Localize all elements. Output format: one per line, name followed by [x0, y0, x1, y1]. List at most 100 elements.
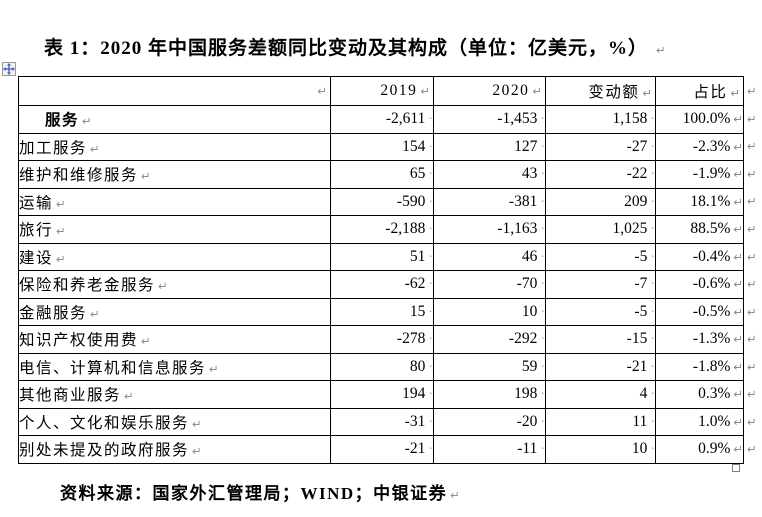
row-label-cell[interactable]: 别处未提及的政府服务 ↵	[18, 435, 331, 464]
row-label-cell[interactable]: 知识产权使用费 ↵	[18, 325, 331, 354]
value-change-cell[interactable]: 10 ·	[545, 435, 656, 464]
cell-value: 1,025	[612, 220, 648, 238]
value-2020-cell[interactable]: 59 ·	[433, 352, 546, 381]
paragraph-mark-icon: ↵	[747, 166, 757, 181]
value-share-cell[interactable]: -1.9% ↵	[655, 160, 744, 189]
row-label-cell[interactable]: 服务 ↵	[18, 105, 331, 134]
paragraph-mark-icon: ↵	[733, 194, 743, 209]
value-change-cell[interactable]: 11 ·	[545, 407, 656, 436]
row-label-cell[interactable]: 个人、文化和娱乐服务 ↵	[18, 407, 331, 436]
value-change-cell[interactable]: 1,158 ·	[545, 105, 656, 134]
value-change-cell[interactable]: -15 ·	[545, 325, 656, 354]
space-mark-icon: ·	[650, 112, 655, 128]
page-title[interactable]: 表 1：2020 年中国服务差额同比变动及其构成（单位：亿美元，%） ↵	[44, 33, 666, 60]
cell-value: -27	[626, 137, 648, 155]
value-change-cell[interactable]: 4 ·	[545, 380, 656, 409]
paragraph-mark-icon: ↵	[56, 196, 66, 211]
value-change-cell[interactable]: -27 ·	[545, 132, 656, 161]
space-mark-icon: ·	[428, 387, 433, 403]
value-2019-cell[interactable]: -62 ·	[330, 270, 434, 299]
cell-value: -62	[404, 275, 426, 293]
value-2019-cell[interactable]: -2,188 ·	[330, 215, 434, 244]
cell-value: -0.6%	[692, 275, 731, 293]
value-2019-cell[interactable]: 80 ·	[330, 352, 434, 381]
value-2019-cell[interactable]: -2,611 ·	[330, 105, 434, 134]
value-share-cell[interactable]: -0.5% ↵	[655, 297, 744, 326]
value-2020-cell[interactable]: -70 ·	[433, 270, 546, 299]
column-header[interactable]: 2020 ↵	[433, 76, 546, 106]
row-label-cell[interactable]: 建设 ↵	[18, 242, 331, 271]
cell-value: -11	[517, 440, 538, 458]
column-header[interactable]: 占比 ↵	[655, 76, 744, 106]
row-label-cell[interactable]: 维护和维修服务 ↵	[18, 160, 331, 189]
table-move-handle[interactable]	[2, 62, 16, 76]
value-change-cell[interactable]: -21 ·	[545, 352, 656, 381]
value-2020-cell[interactable]: -292 ·	[433, 325, 546, 354]
value-2020-cell[interactable]: -11 ·	[433, 435, 546, 464]
cell-value: 1.0%	[698, 412, 731, 430]
row-label: 旅行	[19, 222, 54, 240]
value-share-cell[interactable]: 100.0% ↵	[655, 105, 744, 134]
value-2020-cell[interactable]: 43 ·	[433, 160, 546, 189]
row-label-cell[interactable]: 其他商业服务 ↵	[18, 380, 331, 409]
paragraph-mark-icon: ↵	[192, 444, 202, 459]
value-2020-cell[interactable]: -1,163 ·	[433, 215, 546, 244]
table-header-row: ↵ 2019 ↵ 2020 ↵ 变动额 ↵ 占比 ↵	[18, 76, 744, 106]
value-share-cell[interactable]: 88.5% ↵	[655, 215, 744, 244]
value-2020-cell[interactable]: 46 ·	[433, 242, 546, 271]
value-share-cell[interactable]: -0.4% ↵	[655, 242, 744, 271]
space-mark-icon: ·	[650, 249, 655, 265]
value-change-cell[interactable]: -22 ·	[545, 160, 656, 189]
value-2019-cell[interactable]: -21 ·	[330, 435, 434, 464]
table-resize-handle[interactable]	[732, 464, 740, 472]
row-label-cell[interactable]: 运输 ↵	[18, 187, 331, 216]
value-2019-cell[interactable]: 65 ·	[330, 160, 434, 189]
value-2020-cell[interactable]: -20 ·	[433, 407, 546, 436]
paragraph-mark-icon: ↵	[733, 414, 743, 429]
value-share-cell[interactable]: 1.0% ↵	[655, 407, 744, 436]
value-2019-cell[interactable]: 194 ·	[330, 380, 434, 409]
value-2019-cell[interactable]: 51 ·	[330, 242, 434, 271]
value-share-cell[interactable]: 0.9% ↵	[655, 435, 744, 464]
value-share-cell[interactable]: -2.3% ↵	[655, 132, 744, 161]
value-2020-cell[interactable]: 10 ·	[433, 297, 546, 326]
value-2019-cell[interactable]: -590 ·	[330, 187, 434, 216]
space-mark-icon: ·	[540, 304, 545, 320]
value-share-cell[interactable]: 18.1% ↵	[655, 187, 744, 216]
value-2019-cell[interactable]: -31 ·	[330, 407, 434, 436]
value-2019-cell[interactable]: -278 ·	[330, 325, 434, 354]
source-note[interactable]: 资料来源：国家外汇管理局；WIND；中银证券 ↵	[60, 479, 460, 504]
value-share-cell[interactable]: 0.3% ↵	[655, 380, 744, 409]
value-share-cell[interactable]: -0.6% ↵	[655, 270, 744, 299]
cell-value: -1.9%	[692, 165, 731, 183]
cell-value: 80	[409, 357, 426, 375]
value-change-cell[interactable]: 209 ·	[545, 187, 656, 216]
column-header[interactable]: ↵	[18, 76, 331, 106]
value-2020-cell[interactable]: -1,453 ·	[433, 105, 546, 134]
value-change-cell[interactable]: -5 ·	[545, 297, 656, 326]
value-2020-cell[interactable]: 198 ·	[433, 380, 546, 409]
row-label-cell[interactable]: 电信、计算机和信息服务 ↵	[18, 352, 331, 381]
row-label-cell[interactable]: 加工服务 ↵	[18, 132, 331, 161]
table-header: ↵ 2019 ↵ 2020 ↵ 变动额 ↵ 占比 ↵	[18, 76, 744, 106]
value-change-cell[interactable]: 1,025 ·	[545, 215, 656, 244]
paragraph-mark-icon: ↵	[532, 84, 542, 98]
row-label-cell[interactable]: 旅行 ↵	[18, 215, 331, 244]
value-2019-cell[interactable]: 154 ·	[330, 132, 434, 161]
space-mark-icon: ·	[428, 277, 433, 293]
column-header[interactable]: 2019 ↵	[330, 76, 434, 106]
table-row: 运输 ↵ -590 · -381 · 209 · 18.1% ↵	[18, 187, 744, 216]
value-change-cell[interactable]: -5 ·	[545, 242, 656, 271]
value-change-cell[interactable]: -7 ·	[545, 270, 656, 299]
value-2019-cell[interactable]: 15 ·	[330, 297, 434, 326]
value-2020-cell[interactable]: -381 ·	[433, 187, 546, 216]
value-share-cell[interactable]: -1.8% ↵	[655, 352, 744, 381]
value-2020-cell[interactable]: 127 ·	[433, 132, 546, 161]
column-header[interactable]: 变动额 ↵	[545, 76, 656, 106]
row-label-cell[interactable]: 保险和养老金服务 ↵	[18, 270, 331, 299]
row-label-cell[interactable]: 金融服务 ↵	[18, 297, 331, 326]
table-row: 个人、文化和娱乐服务 ↵ -31 · -20 · 11 · 1.0% ↵	[18, 407, 744, 436]
value-share-cell[interactable]: -1.3% ↵	[655, 325, 744, 354]
paragraph-mark-icon: ↵	[209, 361, 219, 376]
cell-value: -0.5%	[692, 302, 731, 320]
